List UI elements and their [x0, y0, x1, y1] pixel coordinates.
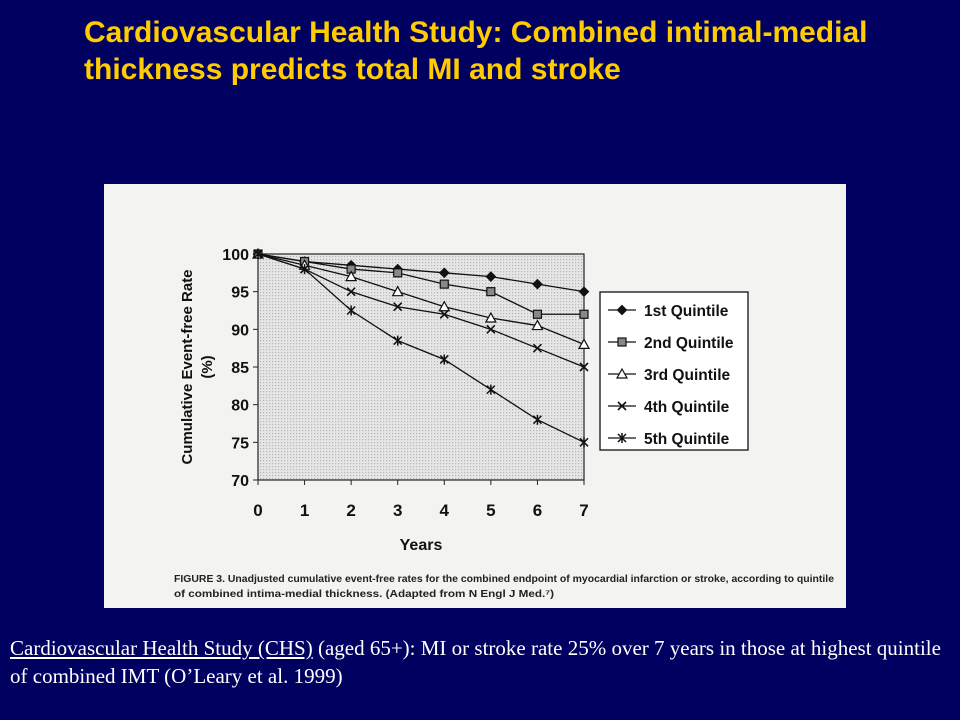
x-tick-label: 2 [346, 501, 355, 520]
legend-label: 5th Quintile [644, 431, 730, 448]
legend-marker [617, 433, 627, 443]
y-tick-label: 95 [231, 285, 249, 302]
legend-label: 4th Quintile [644, 399, 730, 416]
legend-label: 2nd Quintile [644, 335, 734, 352]
series-5-point [253, 249, 263, 259]
series-line-5 [257, 253, 585, 443]
series-2-point [532, 309, 543, 319]
y-tick-label: 80 [231, 398, 249, 415]
series-5-point [439, 354, 449, 365]
figure-caption-line: of combined intima-medial thickness. (Ad… [174, 589, 554, 600]
series-line-4 [257, 253, 585, 368]
line-chart: 100 95 90 85 80 75 700 1 2 3 4 5 6 7 Years Cumulative E… [174, 247, 834, 600]
x-tick-label: 5 [486, 501, 495, 520]
series-4-point [486, 324, 496, 334]
series-5-point [393, 335, 403, 346]
legend-label: 1st Quintile [644, 303, 729, 320]
series-line-3 [257, 253, 585, 346]
series-3-point [577, 338, 591, 349]
legend-marker [616, 304, 628, 316]
legend-box [599, 291, 749, 451]
slide-title: Cardiovascular Health Study: Combined in… [84, 16, 868, 86]
series-3-point [438, 300, 451, 312]
series-1-point [438, 267, 450, 279]
series-2-point [486, 287, 496, 297]
series-5-point [486, 384, 496, 395]
y-tick-label: 90 [231, 322, 249, 339]
plot-area [257, 253, 585, 481]
series-line-2 [257, 253, 584, 315]
series-5-point [346, 305, 356, 316]
figure-caption-line: FIGURE 3. Unadjusted cumulative event-fr… [174, 574, 834, 585]
series-2-point [579, 309, 589, 319]
series-1-point [485, 271, 497, 282]
y-axis-title-line: Cumulative Event-free Rate [179, 269, 196, 464]
y-axis-title-line: (%) [199, 355, 216, 378]
series-2-point [439, 279, 449, 289]
legend-marker [617, 401, 627, 411]
legend-label: 3rd Quintile [644, 367, 731, 384]
x-axis-title: Years [400, 537, 443, 554]
series-4-point [439, 309, 449, 319]
series-2-point [393, 268, 403, 278]
series-4-point [393, 302, 403, 312]
series-3-point [484, 311, 497, 323]
x-tick-label: 3 [393, 501, 402, 520]
series-1-point [578, 286, 590, 298]
y-tick-label: 70 [231, 473, 249, 490]
legend-marker [615, 367, 629, 379]
series-3-point [531, 319, 544, 331]
y-tick-label: 85 [231, 360, 249, 377]
series-3-point [391, 285, 404, 297]
y-axis-title: Cumulative Event-free Rate (%) [179, 269, 216, 464]
legend-marker [617, 337, 627, 347]
caption-body-text: (aged 65+): MI or stroke rate 25% over 7… [10, 636, 941, 688]
y-tick-label: 100 [222, 247, 249, 264]
series-5-point [300, 264, 310, 275]
series-5-point [532, 414, 542, 425]
y-tick-label: 75 [231, 435, 249, 452]
series-4-point [346, 287, 356, 297]
series-4-point [579, 362, 589, 372]
x-tick-label: 4 [440, 501, 450, 520]
x-tick-label: 0 [253, 501, 262, 520]
slide-caption: Cardiovascular Health Study (CHS) (aged … [10, 634, 950, 690]
x-tick-label: 7 [579, 501, 588, 520]
x-tick-label: 6 [533, 501, 542, 520]
figure-panel: 100 95 90 85 80 75 70 0 1 2 3 4 5 6 7 Years Cumulative E… [104, 184, 846, 608]
series-3-point [345, 270, 358, 282]
caption-link-text: Cardiovascular Health Study (CHS) [10, 636, 313, 660]
x-tick-label: 1 [300, 501, 309, 520]
series-1-point [532, 278, 543, 290]
series-4-point [532, 343, 542, 353]
series-5-point [579, 437, 589, 448]
